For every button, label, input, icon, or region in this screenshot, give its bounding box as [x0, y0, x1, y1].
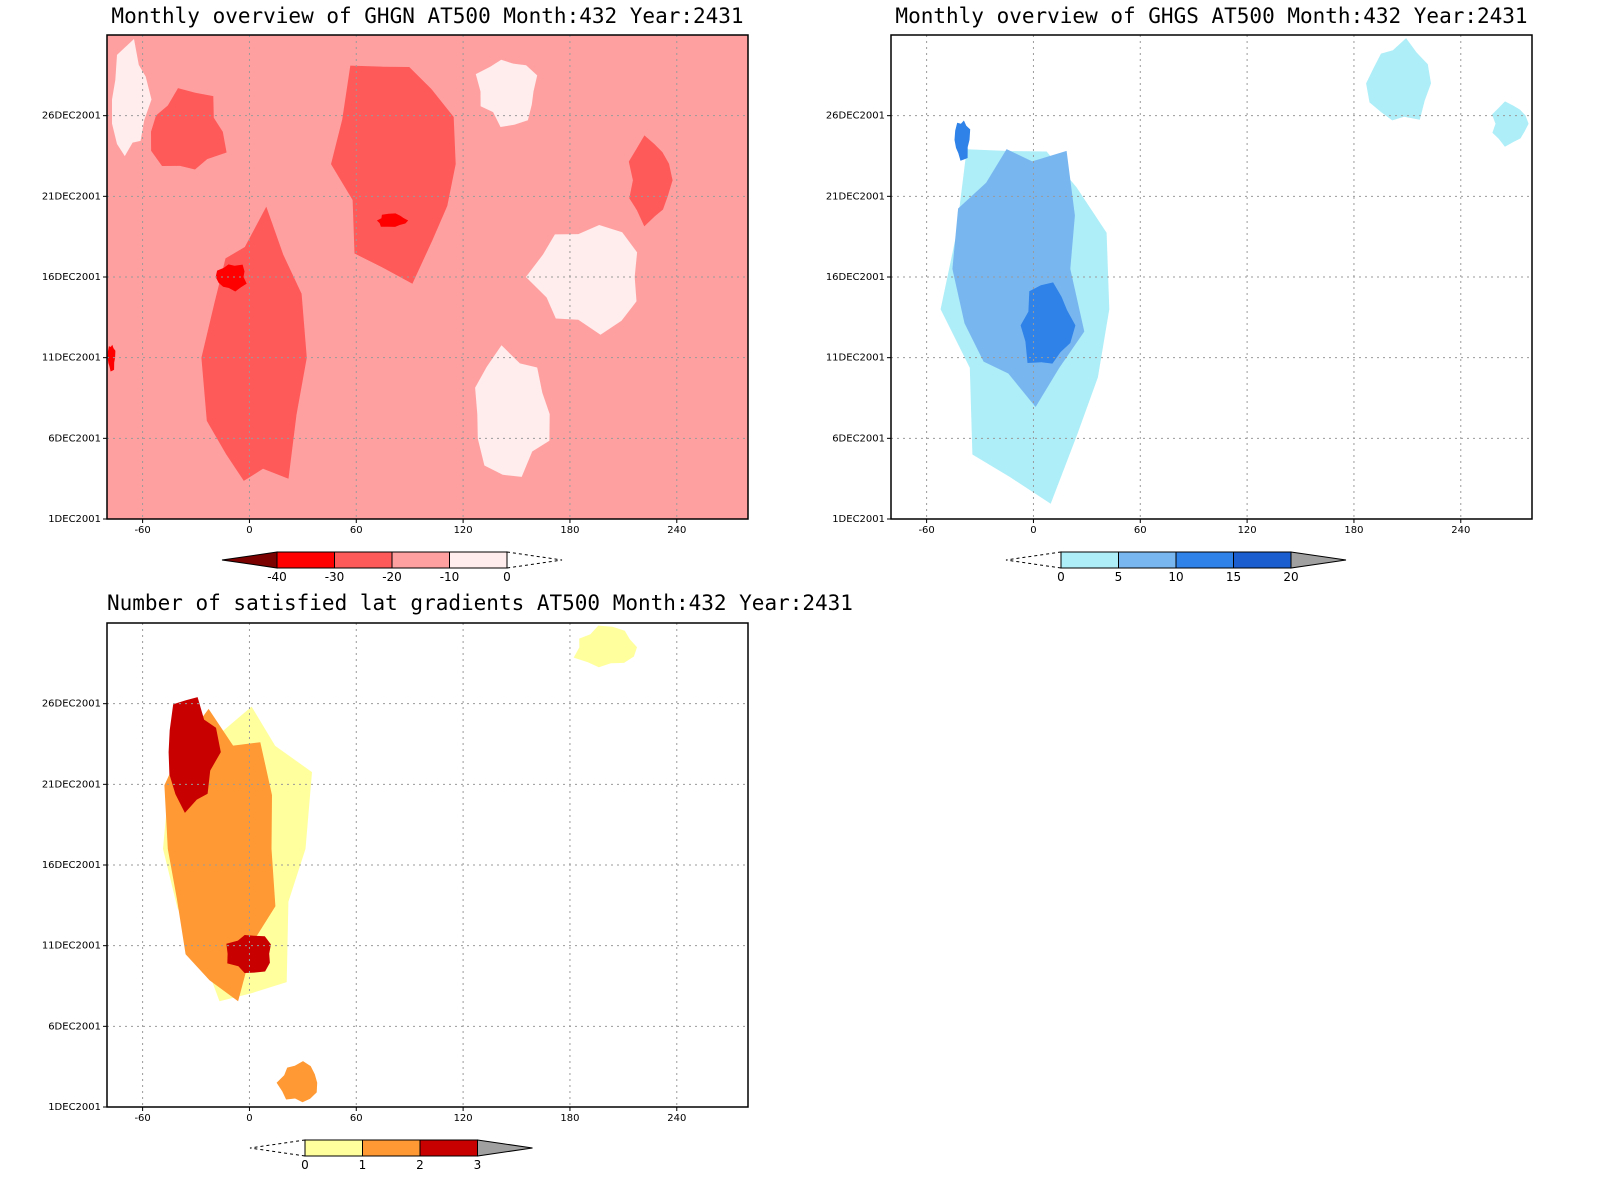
x-tick-label: 0 — [1030, 525, 1036, 536]
y-tick-label: 16DEC2001 — [826, 272, 885, 283]
chart-title-ghgs: Monthly overview of GHGS AT500 Month:432… — [895, 4, 1528, 28]
colorbar-high-arrow — [1290, 551, 1347, 569]
contour-region--20 — [151, 88, 227, 170]
colorbar-label: 3 — [474, 1158, 482, 1172]
colorbar-segment — [304, 1139, 363, 1157]
x-tick-label: 240 — [1451, 525, 1470, 536]
colorbar-label: -30 — [325, 570, 345, 584]
x-tick-label: 60 — [1134, 525, 1147, 536]
contour-region-0 — [1366, 38, 1431, 121]
chart-title-gradients: Number of satisfied lat gradients AT500 … — [107, 591, 853, 615]
contour-region--20 — [628, 135, 673, 227]
y-tick-label: 26DEC2001 — [826, 111, 885, 122]
contour-region-10 — [954, 120, 971, 161]
x-tick-label: 240 — [667, 525, 686, 536]
x-tick-label: -60 — [134, 1113, 150, 1124]
colorbar: 0 5 10 15 20 — [1005, 551, 1347, 584]
colorbar-segment — [449, 551, 508, 569]
contour-region-2 — [276, 1061, 318, 1103]
x-tick-label: 180 — [560, 525, 579, 536]
colorbar-label: 0 — [1057, 570, 1065, 584]
x-tick-label: 120 — [454, 1113, 473, 1124]
y-tick-label: 11DEC2001 — [42, 353, 101, 364]
x-tick-label: 0 — [246, 1113, 252, 1124]
colorbar: -40 -30 -20 -10 0 — [221, 551, 563, 584]
contour-region--10 — [112, 39, 152, 157]
contour-region--10 — [525, 225, 638, 335]
colorbar-label: 15 — [1226, 570, 1241, 584]
colorbar-label: 0 — [503, 570, 511, 584]
y-tick-label: 26DEC2001 — [42, 111, 101, 122]
chart-title-ghgn: Monthly overview of GHGN AT500 Month:432… — [111, 4, 744, 28]
x-tick-label: 180 — [560, 1113, 579, 1124]
y-tick-label: 11DEC2001 — [42, 941, 101, 952]
colorbar-low-arrow — [249, 1139, 306, 1157]
contour-region--30 — [215, 264, 247, 292]
y-tick-label: 21DEC2001 — [826, 191, 885, 202]
x-tick-label: -60 — [918, 525, 934, 536]
y-tick-label: 16DEC2001 — [42, 272, 101, 283]
x-tick-label: 120 — [1238, 525, 1257, 536]
x-tick-label: 120 — [454, 525, 473, 536]
contour-region--30 — [376, 213, 409, 227]
colorbar: 0 1 2 3 — [249, 1139, 533, 1172]
contour-region--10 — [475, 59, 538, 127]
contour-region-1 — [573, 625, 637, 668]
x-tick-label: 240 — [667, 1113, 686, 1124]
colorbar-segment — [362, 1139, 421, 1157]
contour-region-0 — [1492, 101, 1529, 147]
contour-region--20 — [331, 65, 456, 284]
colorbar-label: -10 — [440, 570, 460, 584]
contour-region--10 — [475, 345, 550, 477]
x-tick-label: 60 — [350, 1113, 363, 1124]
x-tick-label: -60 — [134, 525, 150, 536]
contour-region-3 — [226, 935, 271, 973]
colorbar-label: 20 — [1283, 570, 1298, 584]
colorbar-label: 0 — [301, 1158, 309, 1172]
colorbar-label: 10 — [1168, 570, 1183, 584]
y-tick-label: 1DEC2001 — [48, 1102, 101, 1113]
y-tick-label: 21DEC2001 — [42, 191, 101, 202]
colorbar-high-arrow — [477, 1139, 533, 1157]
y-tick-label: 16DEC2001 — [42, 860, 101, 871]
colorbar-label: 2 — [416, 1158, 424, 1172]
y-tick-label: 6DEC2001 — [832, 433, 885, 444]
y-tick-label: 11DEC2001 — [826, 353, 885, 364]
y-tick-label: 26DEC2001 — [42, 699, 101, 710]
x-tick-label: 60 — [350, 525, 363, 536]
y-tick-label: 6DEC2001 — [48, 433, 101, 444]
y-tick-label: 21DEC2001 — [42, 779, 101, 790]
contour-region--30 — [107, 344, 116, 372]
x-tick-label: 0 — [246, 525, 252, 536]
colorbar-label: 1 — [359, 1158, 367, 1172]
contour-region-3 — [168, 697, 221, 813]
colorbar-segment — [419, 1139, 478, 1157]
colorbar-label: 5 — [1115, 570, 1123, 584]
colorbar-label: -20 — [382, 570, 402, 584]
y-tick-label: 1DEC2001 — [832, 514, 885, 525]
colorbar-label: -40 — [267, 570, 287, 584]
y-tick-label: 6DEC2001 — [48, 1021, 101, 1032]
x-tick-label: 180 — [1344, 525, 1363, 536]
contour-region-10 — [1020, 282, 1076, 364]
y-tick-label: 1DEC2001 — [48, 514, 101, 525]
